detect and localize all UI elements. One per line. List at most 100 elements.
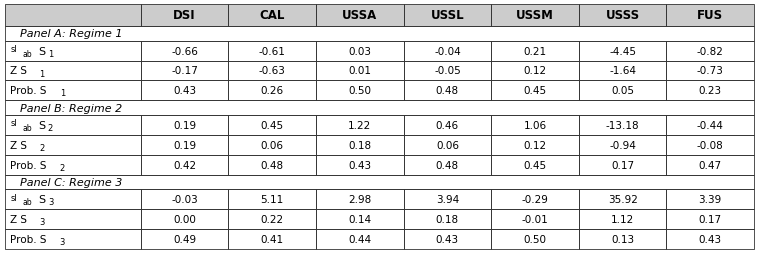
Text: 0.48: 0.48 <box>260 160 284 170</box>
Text: -0.03: -0.03 <box>172 195 198 205</box>
Text: -0.01: -0.01 <box>521 214 548 224</box>
Text: Panel C: Regime 3: Panel C: Regime 3 <box>20 177 122 187</box>
Bar <box>5 116 140 135</box>
Bar <box>5 42 140 61</box>
Bar <box>140 61 228 81</box>
Bar <box>579 229 666 249</box>
Text: 2.98: 2.98 <box>348 195 371 205</box>
Text: 0.12: 0.12 <box>524 66 546 76</box>
Text: 0.05: 0.05 <box>611 86 634 96</box>
Bar <box>666 135 754 155</box>
Bar <box>5 61 140 81</box>
Bar <box>316 61 404 81</box>
Text: -0.05: -0.05 <box>434 66 461 76</box>
Bar <box>5 5 140 27</box>
Bar <box>579 210 666 229</box>
Bar <box>404 229 491 249</box>
Text: ab: ab <box>22 198 32 207</box>
Bar <box>491 210 579 229</box>
Bar <box>228 210 316 229</box>
Bar <box>579 42 666 61</box>
Bar <box>491 81 579 101</box>
Bar <box>666 116 754 135</box>
Bar <box>140 116 228 135</box>
Bar <box>579 155 666 175</box>
Bar <box>666 42 754 61</box>
Bar <box>5 27 754 42</box>
Bar <box>228 61 316 81</box>
Bar <box>491 81 579 101</box>
Bar <box>404 5 491 27</box>
Text: Z S: Z S <box>11 214 27 224</box>
Text: -0.17: -0.17 <box>171 66 198 76</box>
Bar <box>666 116 754 135</box>
Text: -0.61: -0.61 <box>259 46 285 56</box>
Bar <box>316 190 404 210</box>
Bar <box>666 81 754 101</box>
Bar <box>5 5 140 27</box>
Bar <box>491 5 579 27</box>
Bar <box>228 81 316 101</box>
Text: Prob. S: Prob. S <box>11 160 47 170</box>
Bar <box>140 229 228 249</box>
Text: 3: 3 <box>48 198 53 207</box>
Bar <box>316 116 404 135</box>
Bar <box>404 42 491 61</box>
Bar <box>666 5 754 27</box>
Bar <box>666 81 754 101</box>
Bar <box>316 61 404 81</box>
Text: ab: ab <box>22 124 32 133</box>
Text: FUS: FUS <box>697 9 723 22</box>
Bar <box>140 42 228 61</box>
Bar <box>404 5 491 27</box>
Bar <box>316 210 404 229</box>
Bar <box>404 210 491 229</box>
Bar <box>491 61 579 81</box>
Bar <box>579 42 666 61</box>
Bar <box>5 101 754 116</box>
Bar <box>316 42 404 61</box>
Text: -0.63: -0.63 <box>259 66 285 76</box>
Bar <box>404 155 491 175</box>
Bar <box>579 190 666 210</box>
Bar <box>228 61 316 81</box>
Text: 1.06: 1.06 <box>524 121 546 131</box>
Text: USSS: USSS <box>606 9 640 22</box>
Bar <box>579 81 666 101</box>
Text: 0.44: 0.44 <box>348 234 371 244</box>
Text: 0.06: 0.06 <box>436 140 459 150</box>
Bar <box>579 155 666 175</box>
Bar <box>579 229 666 249</box>
Bar <box>316 190 404 210</box>
Bar <box>666 190 754 210</box>
Bar <box>5 81 140 101</box>
Text: DSI: DSI <box>173 9 196 22</box>
Bar <box>228 42 316 61</box>
Bar <box>5 210 140 229</box>
Bar <box>666 229 754 249</box>
Bar <box>5 175 754 190</box>
Bar <box>404 81 491 101</box>
Bar <box>666 61 754 81</box>
Bar <box>228 190 316 210</box>
Bar <box>140 5 228 27</box>
Bar <box>491 116 579 135</box>
Text: USSL: USSL <box>430 9 465 22</box>
Text: 0.43: 0.43 <box>698 234 722 244</box>
Text: 0.43: 0.43 <box>348 160 371 170</box>
Bar <box>491 42 579 61</box>
Text: 0.03: 0.03 <box>348 46 371 56</box>
Text: 0.50: 0.50 <box>348 86 371 96</box>
Bar <box>579 61 666 81</box>
Bar <box>316 81 404 101</box>
Text: CAL: CAL <box>260 9 285 22</box>
Bar <box>5 81 140 101</box>
Text: USSM: USSM <box>516 9 554 22</box>
Bar <box>5 116 140 135</box>
Bar <box>491 135 579 155</box>
Text: 0.13: 0.13 <box>611 234 635 244</box>
Bar <box>5 27 754 42</box>
Text: -0.29: -0.29 <box>521 195 549 205</box>
Text: 0.18: 0.18 <box>436 214 459 224</box>
Bar <box>140 155 228 175</box>
